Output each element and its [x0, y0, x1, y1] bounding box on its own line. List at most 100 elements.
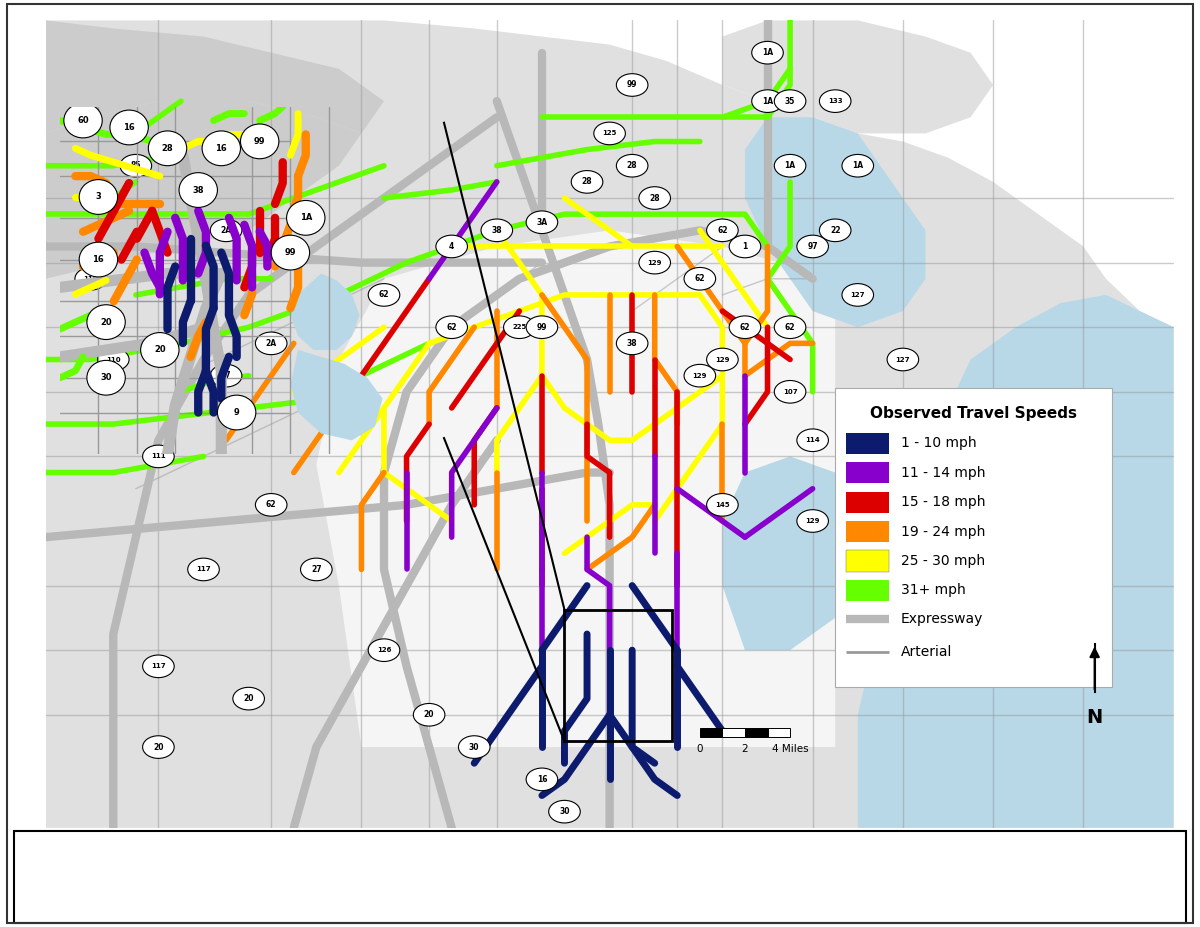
Text: 28: 28	[162, 144, 173, 153]
Text: 1A: 1A	[762, 48, 773, 57]
Circle shape	[233, 687, 264, 710]
Text: 15 - 18 mph: 15 - 18 mph	[901, 495, 985, 509]
Text: 38: 38	[192, 185, 204, 195]
Text: 62: 62	[266, 501, 276, 509]
Text: 97: 97	[808, 242, 818, 251]
Text: 9: 9	[234, 408, 240, 417]
Circle shape	[842, 155, 874, 177]
Text: Expressway: Expressway	[901, 613, 983, 627]
Text: 99: 99	[536, 323, 547, 332]
Circle shape	[774, 90, 806, 112]
Text: Congestion: Congestion	[1078, 844, 1164, 859]
Circle shape	[210, 219, 242, 242]
Text: 62: 62	[739, 323, 750, 332]
Text: BOSTON: BOSTON	[46, 844, 130, 862]
Text: N: N	[1086, 708, 1103, 728]
Circle shape	[120, 155, 151, 177]
Text: 114: 114	[805, 438, 820, 443]
Circle shape	[64, 103, 102, 138]
Circle shape	[526, 211, 558, 234]
FancyBboxPatch shape	[14, 832, 1186, 923]
Circle shape	[594, 122, 625, 145]
Circle shape	[617, 73, 648, 96]
Text: 0: 0	[696, 743, 703, 754]
Text: 4 Miles: 4 Miles	[772, 743, 809, 754]
Text: 62: 62	[446, 323, 457, 332]
Circle shape	[110, 110, 149, 145]
Text: 99: 99	[284, 248, 296, 257]
Circle shape	[820, 90, 851, 112]
Text: 117: 117	[197, 566, 211, 573]
Circle shape	[79, 242, 118, 277]
Text: 2: 2	[742, 743, 749, 754]
Circle shape	[842, 429, 874, 451]
Text: Arterial: Arterial	[901, 645, 952, 659]
Circle shape	[210, 364, 242, 387]
Circle shape	[730, 316, 761, 338]
Text: 1: 1	[743, 242, 748, 251]
Text: 99: 99	[626, 81, 637, 90]
Circle shape	[526, 768, 558, 791]
FancyBboxPatch shape	[722, 728, 745, 737]
Circle shape	[436, 316, 468, 338]
Circle shape	[774, 316, 806, 338]
Circle shape	[79, 180, 118, 214]
Circle shape	[202, 131, 240, 166]
Circle shape	[730, 235, 761, 258]
Text: 27: 27	[221, 371, 232, 380]
Text: 19 - 24 mph: 19 - 24 mph	[901, 525, 985, 539]
Text: 125: 125	[602, 131, 617, 136]
Circle shape	[140, 333, 179, 367]
Text: 28: 28	[626, 161, 637, 171]
Circle shape	[617, 332, 648, 355]
Circle shape	[413, 704, 445, 726]
Text: 127: 127	[895, 357, 910, 362]
Text: Process: Process	[1105, 898, 1164, 913]
Text: 145: 145	[715, 502, 730, 508]
Circle shape	[271, 235, 310, 270]
Circle shape	[256, 332, 287, 355]
Polygon shape	[46, 101, 361, 279]
Text: 25 - 30 mph: 25 - 30 mph	[901, 554, 985, 568]
Text: 62: 62	[695, 274, 706, 284]
Polygon shape	[722, 20, 994, 133]
FancyBboxPatch shape	[835, 387, 1111, 687]
Circle shape	[436, 235, 468, 258]
Text: Management: Management	[1063, 871, 1164, 886]
Text: 62: 62	[379, 290, 389, 299]
Circle shape	[97, 349, 130, 371]
Text: 126: 126	[377, 647, 391, 654]
Text: 20: 20	[424, 710, 434, 719]
Circle shape	[143, 736, 174, 758]
Circle shape	[217, 395, 256, 430]
Text: 129: 129	[715, 357, 730, 362]
Bar	[564, 610, 672, 742]
Text: 110: 110	[84, 275, 98, 282]
Text: 62: 62	[785, 323, 796, 332]
Text: 110: 110	[106, 357, 120, 362]
Text: 27: 27	[311, 565, 322, 574]
Text: 2A: 2A	[265, 339, 277, 348]
Text: 117: 117	[151, 664, 166, 669]
Circle shape	[368, 639, 400, 662]
Text: 16: 16	[216, 144, 227, 153]
Text: 16: 16	[536, 775, 547, 784]
Text: Observed Travel Speeds: Observed Travel Speeds	[870, 405, 1076, 421]
Text: 1A: 1A	[852, 161, 863, 171]
FancyBboxPatch shape	[846, 580, 889, 601]
Circle shape	[774, 380, 806, 403]
Text: 1 - 10 mph: 1 - 10 mph	[901, 437, 977, 451]
Text: 107: 107	[782, 388, 797, 395]
FancyBboxPatch shape	[846, 491, 889, 513]
Text: 16: 16	[92, 255, 104, 264]
Circle shape	[458, 736, 490, 758]
Polygon shape	[317, 230, 835, 747]
Text: FIGURE 4-3: FIGURE 4-3	[547, 833, 653, 852]
FancyBboxPatch shape	[846, 462, 889, 483]
Text: 38: 38	[626, 339, 637, 348]
Circle shape	[707, 219, 738, 242]
Text: 1A: 1A	[762, 96, 773, 106]
FancyBboxPatch shape	[846, 551, 889, 572]
Circle shape	[638, 251, 671, 273]
Polygon shape	[290, 273, 360, 350]
